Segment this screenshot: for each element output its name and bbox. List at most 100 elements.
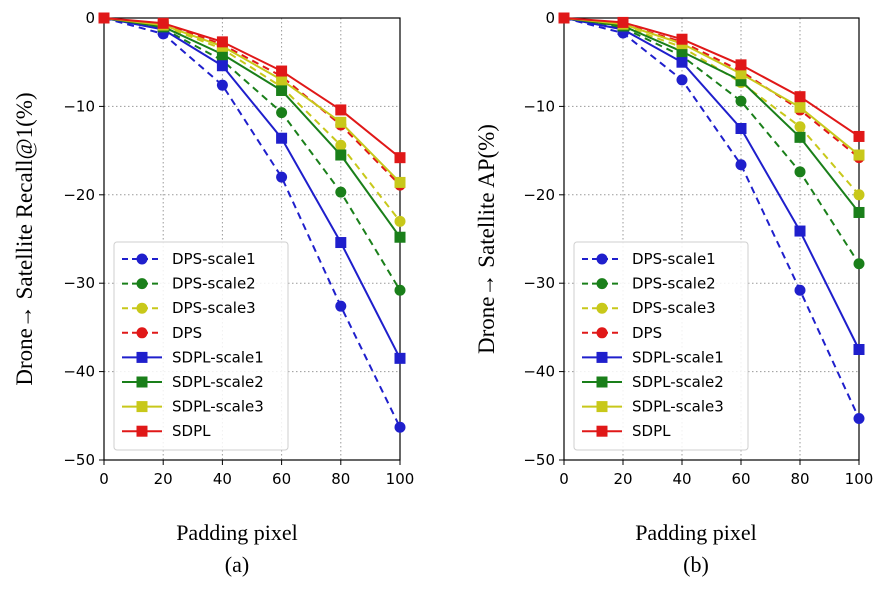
legend-marker (596, 278, 608, 290)
legend-label: SDPL-scale3 (172, 398, 264, 416)
data-point (335, 139, 347, 151)
y-tick-label: −40 (523, 363, 555, 381)
legend-label: SDPL (632, 422, 671, 440)
x-tick-label: 80 (331, 470, 350, 488)
series-sdpl-scale2 (558, 12, 865, 218)
data-point (98, 12, 110, 24)
data-point (617, 16, 629, 28)
data-point (276, 132, 288, 144)
data-point (853, 344, 865, 355)
series-dps (558, 12, 865, 164)
data-point (735, 95, 747, 107)
series-line (103, 17, 401, 428)
legend-item-dps: DPS (122, 324, 202, 342)
data-point (216, 79, 228, 91)
series-line (103, 17, 401, 222)
legend: DPS-scale1 DPS-scale2 DPS-scale3 DPS SDPL-sc… (573, 241, 749, 451)
data-point (794, 101, 806, 113)
legend-marker (596, 425, 608, 437)
chart-panel-b: 0 20 40 60 80 100 0 −10 −20 −30 −40 −50 Drone→ Satel… (474, 9, 873, 577)
y-tick-label: −50 (63, 451, 95, 469)
data-point (394, 421, 406, 433)
data-point (794, 121, 806, 133)
plot-frame (563, 17, 860, 461)
legend-marker (136, 327, 148, 339)
series-line (103, 17, 401, 159)
data-point (676, 46, 688, 58)
legend: DPS-scale1 DPS-scale2 DPS-scale3 DPS SDPL-sc… (113, 241, 289, 451)
legend-marker (596, 327, 608, 339)
chart-panel-a: 0 20 40 60 80 100 0 −10 −20 −30 −40 −50 Drone→ Satel… (12, 9, 414, 577)
x-tick-label: 60 (731, 470, 750, 488)
series-line (563, 17, 860, 350)
data-point (735, 159, 747, 171)
legend-item-dps-scale3: DPS-scale3 (122, 299, 256, 317)
y-tick-label: −20 (523, 186, 555, 204)
data-point (853, 206, 865, 218)
x-tick-label: 0 (559, 470, 569, 488)
legend-box (573, 241, 749, 451)
data-point (794, 166, 806, 178)
y-axis-label: Drone→ Satellite AP(%) (474, 124, 499, 354)
legend-box (113, 241, 289, 451)
y-tick-label: −30 (63, 274, 95, 292)
legend-item-dps-scale1: DPS-scale1 (122, 250, 256, 268)
legend-marker (136, 425, 148, 437)
legend-label: DPS (172, 324, 202, 342)
legend-marker (136, 376, 148, 388)
data-point (394, 284, 406, 296)
x-tick-label: 80 (790, 470, 809, 488)
data-point (394, 231, 406, 243)
data-point (676, 56, 688, 68)
data-point (735, 123, 747, 134)
data-point (276, 74, 288, 86)
legend-item-sdpl-scale2: SDPL-scale2 (582, 373, 724, 391)
x-tick-label: 20 (613, 470, 632, 488)
data-point (394, 215, 406, 227)
legend-marker (136, 253, 148, 265)
data-point (735, 59, 747, 71)
legend-label: DPS-scale3 (172, 299, 256, 317)
data-point (335, 104, 347, 116)
legend-label: DPS (632, 324, 662, 342)
series-line (563, 17, 860, 159)
y-tick-label: −40 (63, 363, 95, 381)
legend-item-dps-scale2: DPS-scale2 (582, 275, 716, 293)
data-point (157, 17, 169, 29)
data-point (853, 130, 865, 142)
legend-item-dps-scale3: DPS-scale3 (582, 299, 716, 317)
legend-marker (136, 302, 148, 314)
series-sdpl-scale2 (98, 12, 406, 243)
data-point (276, 84, 288, 96)
data-point (276, 171, 288, 183)
data-point (853, 258, 865, 270)
series-line (103, 17, 401, 238)
data-point (335, 186, 347, 198)
data-point (794, 91, 806, 103)
data-point (558, 12, 570, 24)
y-tick-label: −50 (523, 451, 555, 469)
legend-marker (596, 401, 608, 413)
legend-item-sdpl: SDPL (582, 422, 671, 440)
series-sdpl-scale3 (558, 12, 865, 161)
legend-item-sdpl-scale3: SDPL-scale3 (122, 398, 264, 416)
data-point (216, 36, 228, 48)
data-point (794, 225, 806, 237)
legend-item-sdpl: SDPL (122, 422, 211, 440)
series-line (103, 17, 401, 359)
data-point (394, 152, 406, 164)
x-axis-label: Padding pixel (176, 520, 298, 545)
subfigure-caption: (a) (225, 552, 249, 577)
y-tick-label: −10 (63, 97, 95, 115)
data-point (394, 352, 406, 364)
data-point (394, 176, 406, 188)
x-axis-label: Padding pixel (635, 520, 757, 545)
y-tick-label: 0 (85, 9, 95, 27)
legend-label: DPS-scale1 (172, 250, 256, 268)
x-tick-label: 100 (845, 470, 874, 488)
legend-item-dps: DPS (582, 324, 662, 342)
data-point (276, 65, 288, 77)
series-line (563, 17, 860, 156)
legend-label: DPS-scale1 (632, 250, 716, 268)
x-tick-label: 40 (672, 470, 691, 488)
